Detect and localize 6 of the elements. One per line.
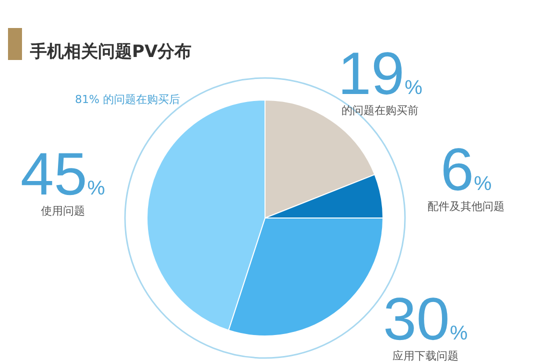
text: 81% 的问题在购买后 [75,93,180,106]
slice-label: 的问题在购买前 [342,104,419,117]
slice-label: 应用下载问题 [392,349,458,362]
slice-label: 使用问题 [40,204,85,218]
slice-label: 配件及其他问题 [428,200,505,213]
chart-title: 手机相关问题PV分布 [29,42,192,62]
